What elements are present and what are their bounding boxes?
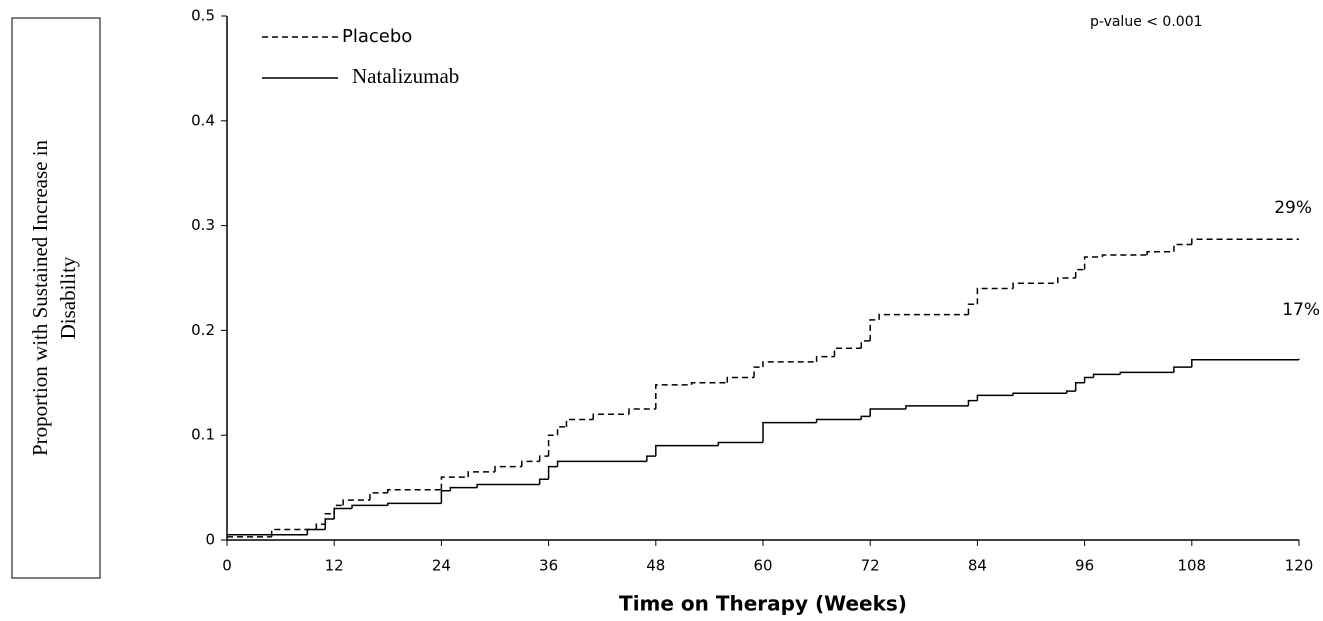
step-segment bbox=[1012, 392, 1067, 396]
y-axis-label: Disability bbox=[56, 256, 80, 339]
step-segment bbox=[967, 303, 978, 315]
step-segment bbox=[1191, 238, 1299, 245]
step-segment bbox=[476, 483, 540, 488]
step-segment bbox=[324, 518, 335, 530]
step-segment bbox=[1191, 358, 1299, 368]
x-tick-label: 36 bbox=[539, 557, 558, 575]
step-segment bbox=[592, 413, 629, 420]
step-segment bbox=[440, 489, 451, 504]
step-segment bbox=[556, 426, 567, 436]
y-tick-label: 0 bbox=[205, 531, 215, 549]
step-segment bbox=[342, 499, 370, 506]
step-segment bbox=[628, 408, 656, 415]
step-segment bbox=[869, 408, 906, 417]
x-tick-label: 0 bbox=[222, 557, 232, 575]
step-segment bbox=[690, 382, 728, 385]
step-segment bbox=[1173, 366, 1192, 373]
step-segment bbox=[878, 313, 969, 320]
step-segment bbox=[655, 384, 692, 409]
step-segment bbox=[762, 421, 817, 443]
step-segment bbox=[333, 504, 344, 514]
step-segment bbox=[762, 361, 817, 368]
step-segment bbox=[815, 355, 835, 362]
x-tick-label: 24 bbox=[432, 557, 451, 575]
y-tick-label: 0.5 bbox=[191, 7, 215, 25]
step-segment bbox=[387, 488, 442, 493]
step-segment bbox=[556, 460, 647, 467]
step-segment bbox=[440, 476, 469, 490]
step-segment bbox=[494, 465, 522, 472]
x-tick-label: 96 bbox=[1075, 557, 1094, 575]
step-segment bbox=[1083, 256, 1103, 270]
step-segment bbox=[547, 465, 558, 480]
step-segment bbox=[833, 347, 862, 357]
x-tick-label: 120 bbox=[1285, 557, 1314, 575]
step-segment bbox=[1012, 282, 1058, 289]
ylabel-group: Proportion with Sustained Increase in Di… bbox=[28, 139, 80, 456]
step-segment bbox=[905, 405, 969, 409]
step-segment bbox=[333, 507, 353, 520]
step-segment bbox=[387, 502, 442, 506]
step-segment bbox=[467, 471, 495, 478]
x-tick-label: 108 bbox=[1177, 557, 1206, 575]
y-tick-label: 0.3 bbox=[191, 216, 215, 234]
step-segment bbox=[1057, 277, 1076, 284]
x-tick-label: 84 bbox=[968, 557, 987, 575]
step-segment bbox=[753, 366, 763, 378]
annotation: p-value < 0.001 bbox=[1090, 14, 1203, 30]
legend-label: Natalizumab bbox=[352, 64, 459, 88]
step-segment bbox=[726, 376, 755, 383]
step-segment bbox=[815, 418, 862, 423]
step-segment bbox=[1092, 373, 1121, 378]
step-segment bbox=[860, 415, 871, 420]
step-segment bbox=[306, 528, 326, 535]
x-tick-label: 48 bbox=[646, 557, 665, 575]
step-segment bbox=[1074, 382, 1085, 392]
step-segment bbox=[521, 460, 540, 467]
step-segment bbox=[869, 319, 880, 341]
annotation: 29% bbox=[1274, 198, 1312, 218]
step-segment bbox=[538, 455, 549, 462]
step-segment bbox=[717, 441, 763, 446]
step-segment bbox=[1146, 251, 1174, 255]
step-segment bbox=[1074, 268, 1085, 278]
y-tick-label: 0.1 bbox=[191, 426, 215, 444]
annotation: 17% bbox=[1282, 300, 1320, 320]
y-tick-label: 0.4 bbox=[191, 111, 215, 129]
step-segment bbox=[538, 478, 549, 485]
step-segment bbox=[565, 418, 594, 427]
step-segment bbox=[646, 455, 656, 462]
y-tick-label: 0.2 bbox=[191, 321, 215, 339]
step-segment bbox=[1173, 243, 1192, 252]
step-segment bbox=[1119, 371, 1174, 375]
step-segment bbox=[967, 399, 978, 406]
step-segment bbox=[1065, 390, 1076, 394]
step-segment bbox=[449, 486, 478, 491]
step-segment bbox=[369, 492, 388, 501]
ylabel-box bbox=[11, 17, 101, 579]
step-segment bbox=[547, 434, 558, 457]
step-segment bbox=[655, 444, 719, 457]
x-tick-label: 60 bbox=[753, 557, 772, 575]
step-segment bbox=[270, 528, 317, 537]
step-segment bbox=[315, 523, 326, 530]
legend-label: Placebo bbox=[342, 26, 412, 47]
step-segment bbox=[976, 287, 1014, 305]
y-axis-label: Proportion with Sustained Increase in bbox=[28, 139, 52, 456]
x-tick-label: 12 bbox=[325, 557, 344, 575]
step-segment bbox=[1101, 254, 1148, 258]
step-segment bbox=[976, 394, 1014, 401]
step-segment bbox=[351, 504, 388, 509]
step-segment bbox=[1083, 376, 1094, 383]
step-segment bbox=[860, 340, 871, 349]
x-axis-label: Time on Therapy (Weeks) bbox=[619, 592, 907, 616]
x-tick-label: 72 bbox=[861, 557, 880, 575]
